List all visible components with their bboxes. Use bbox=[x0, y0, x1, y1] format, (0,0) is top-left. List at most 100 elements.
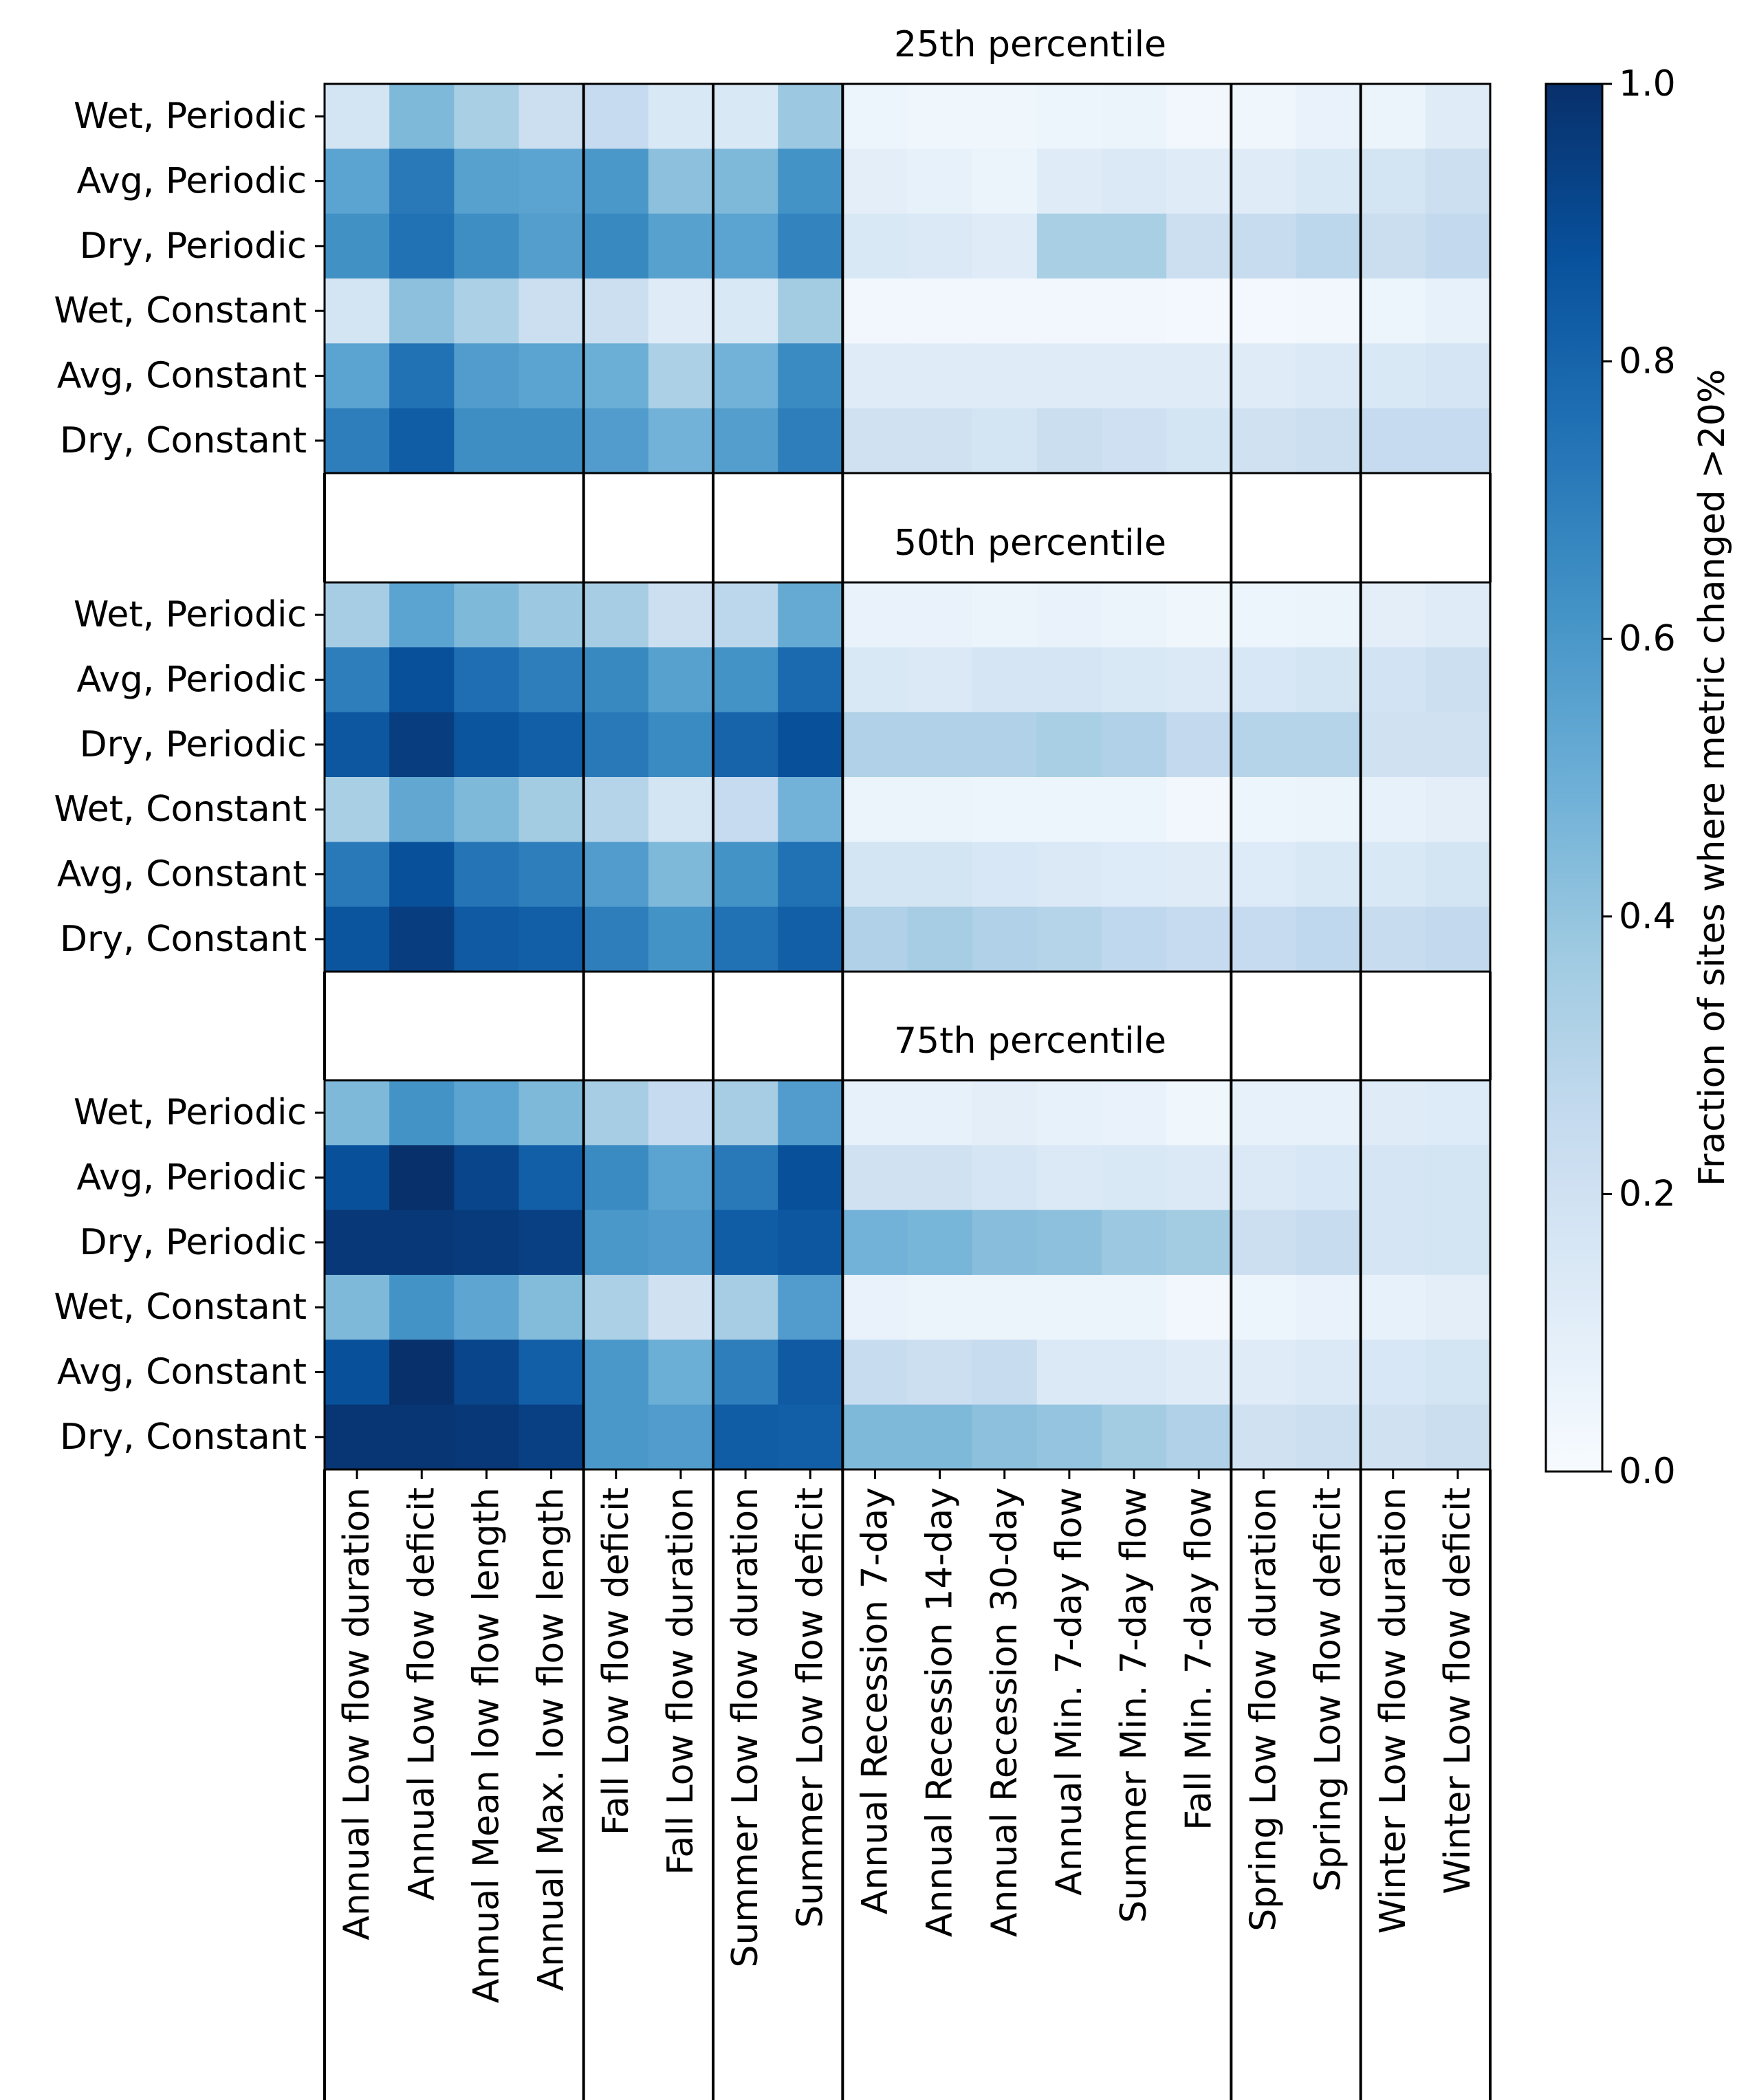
heatmap-cell bbox=[1036, 1404, 1102, 1470]
heatmap-cell bbox=[842, 712, 908, 778]
heatmap-cell bbox=[713, 582, 778, 648]
heatmap-cell bbox=[713, 842, 778, 908]
heatmap-cell bbox=[1036, 1210, 1102, 1276]
heatmap-cell bbox=[1360, 343, 1426, 409]
heatmap-cell bbox=[1425, 149, 1491, 215]
heatmap-cell bbox=[325, 1275, 390, 1340]
heatmap-cell bbox=[1296, 84, 1362, 149]
heatmap-cell bbox=[778, 1339, 843, 1406]
heatmap-cell bbox=[778, 1275, 843, 1340]
heatmap-cell bbox=[389, 1275, 455, 1340]
heatmap-cell bbox=[1231, 84, 1297, 149]
row-label: Dry, Periodic bbox=[80, 724, 307, 765]
colorbar-label: Fraction of sites where metric changed >… bbox=[1692, 369, 1733, 1187]
heatmap-cell bbox=[454, 1145, 520, 1211]
heatmap-cell bbox=[842, 213, 908, 279]
heatmap-cell bbox=[1296, 343, 1362, 409]
heatmap-cell bbox=[325, 1339, 390, 1406]
panel-title: 75th percentile bbox=[894, 1020, 1166, 1062]
heatmap-cell bbox=[1036, 213, 1102, 279]
heatmap-cell bbox=[778, 582, 843, 648]
heatmap-cell bbox=[325, 906, 390, 972]
column-label: Spring Low flow deficit bbox=[1308, 1487, 1349, 1892]
heatmap-cell bbox=[1231, 149, 1297, 215]
row-label: Wet, Constant bbox=[54, 1287, 307, 1328]
heatmap-cell bbox=[519, 1339, 585, 1406]
heatmap-cell bbox=[907, 278, 973, 344]
heatmap-cell bbox=[1231, 842, 1297, 908]
heatmap-cell bbox=[713, 1404, 778, 1470]
heatmap-cell bbox=[907, 906, 973, 972]
heatmap-cell bbox=[1296, 1275, 1362, 1340]
heatmap-cell bbox=[1231, 343, 1297, 409]
heatmap-cell bbox=[778, 647, 843, 713]
heatmap-cell bbox=[1296, 777, 1362, 842]
heatmap-cell bbox=[778, 84, 843, 149]
heatmap-cell bbox=[907, 647, 973, 713]
heatmap-cell bbox=[1360, 1145, 1426, 1211]
heatmap-cell bbox=[648, 1145, 714, 1211]
row-label: Wet, Periodic bbox=[74, 594, 307, 635]
heatmap-cell bbox=[1425, 1080, 1491, 1146]
heatmap-cell bbox=[583, 906, 649, 972]
heatmap-cell bbox=[1296, 213, 1362, 279]
heatmap-cell bbox=[972, 1275, 1038, 1340]
heatmap-cell bbox=[389, 842, 455, 908]
heatmap-cell bbox=[1425, 582, 1491, 648]
heatmap-cell bbox=[519, 84, 585, 149]
heatmap-cell bbox=[454, 1404, 520, 1470]
column-label: Fall Min. 7-day flow bbox=[1178, 1487, 1219, 1830]
row-label: Avg, Constant bbox=[57, 356, 307, 397]
heatmap-cell bbox=[325, 1080, 390, 1146]
heatmap-cell bbox=[713, 1210, 778, 1276]
column-label: Winter Low flow deficit bbox=[1437, 1487, 1478, 1894]
heatmap-cell bbox=[778, 777, 843, 842]
heatmap-cell bbox=[907, 1275, 973, 1340]
heatmap-cell bbox=[454, 712, 520, 778]
heatmap-cell bbox=[583, 278, 649, 344]
heatmap-cell bbox=[1231, 1404, 1297, 1470]
heatmap-cell bbox=[1102, 1145, 1167, 1211]
heatmap-cell bbox=[1036, 1080, 1102, 1146]
heatmap-cell bbox=[713, 213, 778, 279]
heatmap-cell bbox=[972, 408, 1038, 474]
heatmap-cell bbox=[1360, 1080, 1426, 1146]
heatmap-cell bbox=[778, 712, 843, 778]
heatmap-cell bbox=[1036, 278, 1102, 344]
heatmap-cell bbox=[389, 213, 455, 279]
heatmap-cell bbox=[583, 1339, 649, 1406]
heatmap-cell bbox=[1296, 582, 1362, 648]
heatmap-cell bbox=[972, 1145, 1038, 1211]
heatmap-cell bbox=[1231, 647, 1297, 713]
heatmap-cell bbox=[648, 777, 714, 842]
heatmap-cell bbox=[713, 278, 778, 344]
heatmap-cell bbox=[713, 408, 778, 474]
row-label: Wet, Periodic bbox=[74, 1092, 307, 1133]
heatmap-cell bbox=[454, 906, 520, 972]
heatmap-cell bbox=[713, 1145, 778, 1211]
heatmap-cell bbox=[972, 278, 1038, 344]
heatmap-cell bbox=[1102, 1210, 1167, 1276]
heatmap-cell bbox=[648, 213, 714, 279]
heatmap-cell bbox=[1036, 842, 1102, 908]
heatmap-cell bbox=[1296, 1080, 1362, 1146]
colorbar-tick-label: 1.0 bbox=[1619, 63, 1676, 105]
panel-3: 75th percentile Wet, Periodic Avg, Periodi… bbox=[54, 1020, 1492, 1472]
heatmap-cell bbox=[454, 1080, 520, 1146]
heatmap-cell bbox=[519, 582, 585, 648]
heatmap-cell bbox=[389, 149, 455, 215]
heatmap-cell bbox=[583, 1080, 649, 1146]
colorbar: 0.0 0.2 0.4 0.6 0.8 1.0 Fraction of sites wher… bbox=[1545, 63, 1733, 1492]
row-label: Wet, Constant bbox=[54, 789, 307, 830]
panel-frame bbox=[323, 83, 1492, 474]
heatmap-cell bbox=[842, 278, 908, 344]
heatmap-cell bbox=[1102, 278, 1167, 344]
heatmap-cell bbox=[713, 84, 778, 149]
heatmap-cell bbox=[389, 582, 455, 648]
heatmap-cell bbox=[1425, 343, 1491, 409]
heatmap-cell bbox=[907, 1339, 973, 1406]
heatmap-cell bbox=[1102, 777, 1167, 842]
heatmap-cell bbox=[1425, 84, 1491, 149]
colorbar-tick-label: 0.8 bbox=[1619, 341, 1676, 382]
column-label: Annual Recession 30-day bbox=[984, 1487, 1025, 1937]
